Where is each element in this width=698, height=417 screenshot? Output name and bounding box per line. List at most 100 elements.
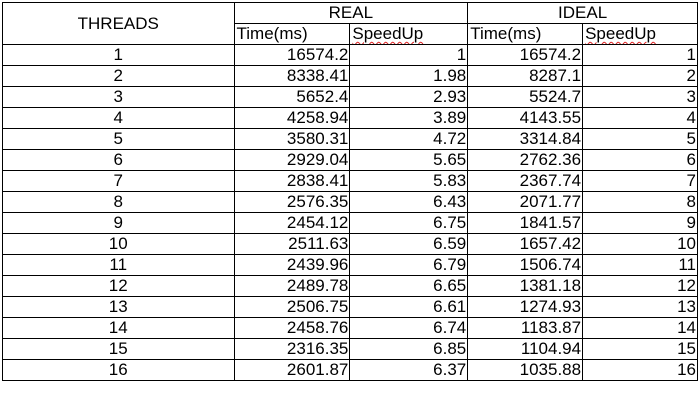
- ideal-time-cell[interactable]: 1657.42: [467, 233, 584, 255]
- ideal-time-cell[interactable]: 2071.77: [467, 191, 584, 213]
- ideal-time-cell[interactable]: 4143.55: [467, 107, 584, 129]
- real-speedup-cell[interactable]: 5.65: [349, 149, 469, 171]
- ideal-speedup-cell[interactable]: 14: [582, 317, 698, 339]
- ideal-speedup-cell[interactable]: 5: [582, 128, 698, 150]
- real-time-header-cell[interactable]: Time(ms): [233, 23, 351, 45]
- ideal-speedup-cell[interactable]: 10: [582, 233, 698, 255]
- ideal-time-cell[interactable]: 1104.94: [467, 338, 584, 360]
- real-speedup-cell[interactable]: 6.74: [349, 317, 469, 339]
- threads-cell[interactable]: 1: [2, 44, 235, 66]
- threads-cell[interactable]: 10: [2, 233, 235, 255]
- real-group-header-cell[interactable]: REAL: [233, 2, 469, 24]
- real-speedup-header: SpeedUp: [352, 24, 424, 44]
- real-time-cell[interactable]: 5652.4: [233, 86, 351, 108]
- ideal-time-header-cell[interactable]: Time(ms): [467, 23, 584, 45]
- real-time-cell[interactable]: 16574.2: [233, 44, 351, 66]
- threads-cell[interactable]: 3: [2, 86, 235, 108]
- ideal-speedup-cell[interactable]: 2: [582, 65, 698, 87]
- ideal-speedup-cell[interactable]: 12: [582, 275, 698, 297]
- ideal-speedup-cell[interactable]: 13: [582, 296, 698, 318]
- ideal-speedup-cell[interactable]: 9: [582, 212, 698, 234]
- real-time-cell[interactable]: 2929.04: [233, 149, 351, 171]
- real-speedup-cell[interactable]: 1.98: [349, 65, 469, 87]
- ideal-time-cell[interactable]: 5524.7: [467, 86, 584, 108]
- table-row: 9 2454.12 6.75 1841.57 9: [2, 212, 698, 234]
- real-time-cell[interactable]: 8338.41: [233, 65, 351, 87]
- threads-cell[interactable]: 2: [2, 65, 235, 87]
- ideal-speedup-cell[interactable]: 16: [582, 359, 698, 381]
- threads-cell[interactable]: 7: [2, 170, 235, 192]
- real-speedup-cell[interactable]: 1: [349, 44, 469, 66]
- table-row: 4 4258.94 3.89 4143.55 4: [2, 107, 698, 129]
- ideal-speedup-cell[interactable]: 6: [582, 149, 698, 171]
- ideal-time-header: Time(ms): [470, 24, 542, 44]
- ideal-time-cell[interactable]: 1274.93: [467, 296, 584, 318]
- threads-cell[interactable]: 13: [2, 296, 235, 318]
- table-row: 11 2439.96 6.79 1506.74 11: [2, 254, 698, 276]
- real-speedup-cell[interactable]: 4.72: [349, 128, 469, 150]
- real-time-cell[interactable]: 2506.75: [233, 296, 351, 318]
- real-speedup-cell[interactable]: 5.83: [349, 170, 469, 192]
- threads-cell[interactable]: 14: [2, 317, 235, 339]
- ideal-speedup-header-cell[interactable]: SpeedUp: [582, 23, 698, 45]
- ideal-speedup-cell[interactable]: 11: [582, 254, 698, 276]
- real-speedup-cell[interactable]: 3.89: [349, 107, 469, 129]
- ideal-group-header: IDEAL: [558, 3, 608, 23]
- real-time-cell[interactable]: 2439.96: [233, 254, 351, 276]
- table-row: 1 16574.2 1 16574.2 1: [2, 44, 698, 66]
- real-speedup-cell[interactable]: 6.79: [349, 254, 469, 276]
- ideal-speedup-cell[interactable]: 3: [582, 86, 698, 108]
- ideal-speedup-cell[interactable]: 8: [582, 191, 698, 213]
- real-time-cell[interactable]: 2316.35: [233, 338, 351, 360]
- real-time-cell[interactable]: 2458.76: [233, 317, 351, 339]
- table-row: 7 2838.41 5.83 2367.74 7: [2, 170, 698, 192]
- threads-cell[interactable]: 16: [2, 359, 235, 381]
- real-time-cell[interactable]: 2576.35: [233, 191, 351, 213]
- ideal-time-cell[interactable]: 1183.87: [467, 317, 584, 339]
- real-speedup-cell[interactable]: 2.93: [349, 86, 469, 108]
- real-speedup-cell[interactable]: 6.43: [349, 191, 469, 213]
- ideal-time-cell[interactable]: 1381.18: [467, 275, 584, 297]
- real-time-cell[interactable]: 2511.63: [233, 233, 351, 255]
- threads-cell[interactable]: 5: [2, 128, 235, 150]
- threads-cell[interactable]: 8: [2, 191, 235, 213]
- threads-cell[interactable]: 11: [2, 254, 235, 276]
- ideal-time-cell[interactable]: 1035.88: [467, 359, 584, 381]
- real-speedup-cell[interactable]: 6.65: [349, 275, 469, 297]
- threads-cell[interactable]: 9: [2, 212, 235, 234]
- real-time-cell[interactable]: 2601.87: [233, 359, 351, 381]
- ideal-time-cell[interactable]: 2367.74: [467, 170, 584, 192]
- ideal-time-cell[interactable]: 1841.57: [467, 212, 584, 234]
- ideal-time-cell[interactable]: 1506.74: [467, 254, 584, 276]
- threads-cell[interactable]: 15: [2, 338, 235, 360]
- ideal-group-header-cell[interactable]: IDEAL: [467, 2, 698, 24]
- threads-header: THREADS: [77, 13, 159, 33]
- real-speedup-cell[interactable]: 6.37: [349, 359, 469, 381]
- real-time-cell[interactable]: 3580.31: [233, 128, 351, 150]
- real-speedup-header-cell[interactable]: SpeedUp: [349, 23, 469, 45]
- threads-speedup-table: THREADS REAL IDEAL Time(ms) SpeedUp Time…: [2, 2, 698, 381]
- ideal-time-cell[interactable]: 2762.36: [467, 149, 584, 171]
- ideal-time-cell[interactable]: 3314.84: [467, 128, 584, 150]
- ideal-speedup-cell[interactable]: 4: [582, 107, 698, 129]
- threads-header-cell[interactable]: THREADS: [2, 2, 235, 45]
- table-row: 10 2511.63 6.59 1657.42 10: [2, 233, 698, 255]
- ideal-time-cell[interactable]: 16574.2: [467, 44, 584, 66]
- real-speedup-cell[interactable]: 6.61: [349, 296, 469, 318]
- ideal-speedup-cell[interactable]: 15: [582, 338, 698, 360]
- real-speedup-cell[interactable]: 6.75: [349, 212, 469, 234]
- real-time-cell[interactable]: 4258.94: [233, 107, 351, 129]
- real-time-cell[interactable]: 2489.78: [233, 275, 351, 297]
- threads-cell[interactable]: 12: [2, 275, 235, 297]
- real-group-header: REAL: [328, 3, 374, 23]
- ideal-speedup-cell[interactable]: 7: [582, 170, 698, 192]
- threads-cell[interactable]: 4: [2, 107, 235, 129]
- real-speedup-cell[interactable]: 6.85: [349, 338, 469, 360]
- ideal-speedup-cell[interactable]: 1: [582, 44, 698, 66]
- real-speedup-cell[interactable]: 6.59: [349, 233, 469, 255]
- real-time-cell[interactable]: 2454.12: [233, 212, 351, 234]
- table-body: 1 16574.2 1 16574.2 1 2 8338.41 1.98 828…: [2, 44, 698, 381]
- ideal-time-cell[interactable]: 8287.1: [467, 65, 584, 87]
- real-time-cell[interactable]: 2838.41: [233, 170, 351, 192]
- threads-cell[interactable]: 6: [2, 149, 235, 171]
